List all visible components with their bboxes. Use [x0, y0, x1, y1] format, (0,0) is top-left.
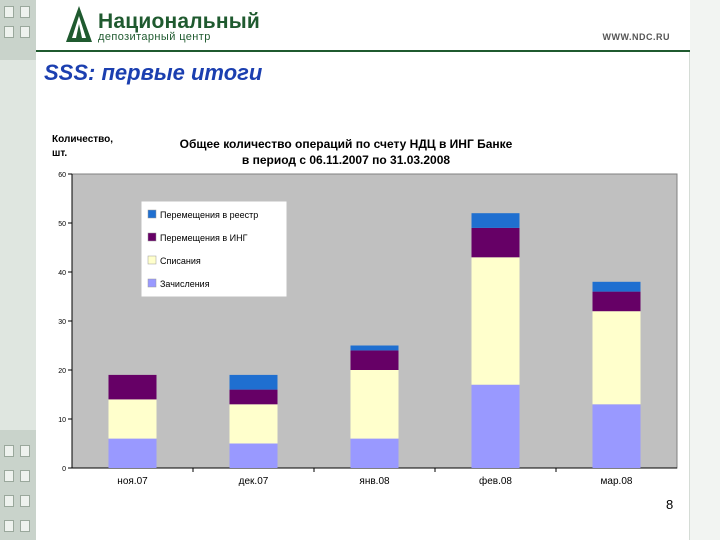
window [20, 26, 30, 38]
bar-segment [592, 281, 641, 292]
legend-swatch [147, 278, 157, 288]
window [4, 520, 14, 532]
logo-name: Национальный [98, 10, 261, 33]
y-tick-label: 60 [58, 172, 66, 179]
legend-label: Перемещения в реестр [160, 210, 258, 220]
bar-segment [592, 291, 641, 312]
legend-label: Списания [160, 256, 201, 266]
y-tick-label: 50 [58, 221, 66, 228]
bar-segment [350, 350, 399, 370]
bar-segment [108, 399, 157, 439]
chart-subtitle: в период с 06.11.2007 по 31.03.2008 [242, 153, 450, 167]
window [20, 6, 30, 18]
bar-segment [471, 257, 520, 385]
y-tick-label: 0 [62, 466, 66, 473]
window [20, 495, 30, 507]
bar-segment [471, 213, 520, 228]
x-tick-label: янв.08 [359, 476, 390, 487]
x-tick-label: фев.08 [479, 475, 512, 487]
decorative-right-strip [689, 0, 720, 540]
window [20, 470, 30, 482]
y-tick-label: 10 [58, 417, 66, 424]
legend-swatch [147, 232, 157, 242]
bar-segment [471, 227, 520, 258]
window [4, 495, 14, 507]
y-axis-label: Количество, [52, 134, 113, 145]
bar-segment [350, 345, 399, 351]
y-tick-label: 20 [58, 368, 66, 375]
bars-group [108, 213, 641, 468]
window [4, 470, 14, 482]
window [20, 445, 30, 457]
legend-label: Перемещения в ИНГ [160, 233, 248, 243]
bar-segment [108, 374, 157, 400]
decorative-building-strip [0, 0, 36, 540]
bar-segment [229, 443, 278, 468]
window [4, 26, 14, 38]
bar-segment [229, 389, 278, 405]
legend-box [141, 201, 287, 297]
logo-subtitle: депозитарный центр [98, 31, 211, 43]
window [20, 520, 30, 532]
chart-title: Общее количество операций по счету НДЦ в… [180, 137, 513, 151]
y-tick-label: 30 [58, 319, 66, 326]
legend-label: Зачисления [160, 279, 210, 289]
x-tick-label: дек.07 [239, 476, 269, 487]
x-tick-label: ноя.07 [117, 476, 148, 487]
website-url: WWW.NDC.RU [602, 32, 670, 42]
header: Национальный депозитарный центр WWW.NDC.… [36, 0, 690, 50]
stacked-bar-chart: Количество, шт. Общее количество операци… [52, 134, 678, 487]
bar-segment [350, 370, 399, 439]
legend-swatch [147, 255, 157, 265]
legend-swatch [147, 209, 157, 219]
bar-segment [592, 311, 641, 405]
legend: Перемещения в реестр Перемещения в ИНГ Спи… [141, 201, 287, 297]
window [4, 445, 14, 457]
bar-segment [229, 374, 278, 390]
bar-segment [471, 384, 520, 468]
bar-segment [592, 404, 641, 468]
ndc-logo-icon [66, 6, 92, 42]
slide-title: SSS: первые итоги [44, 60, 263, 85]
y-axis-label-unit: шт. [52, 148, 67, 159]
page-number: 8 [666, 497, 674, 512]
window [4, 6, 14, 18]
y-tick-label: 40 [58, 270, 66, 277]
bar-segment [350, 438, 399, 468]
x-tick-label: мар.08 [601, 476, 633, 487]
bar-segment [108, 438, 157, 468]
header-divider [36, 50, 690, 52]
bar-segment [229, 404, 278, 444]
